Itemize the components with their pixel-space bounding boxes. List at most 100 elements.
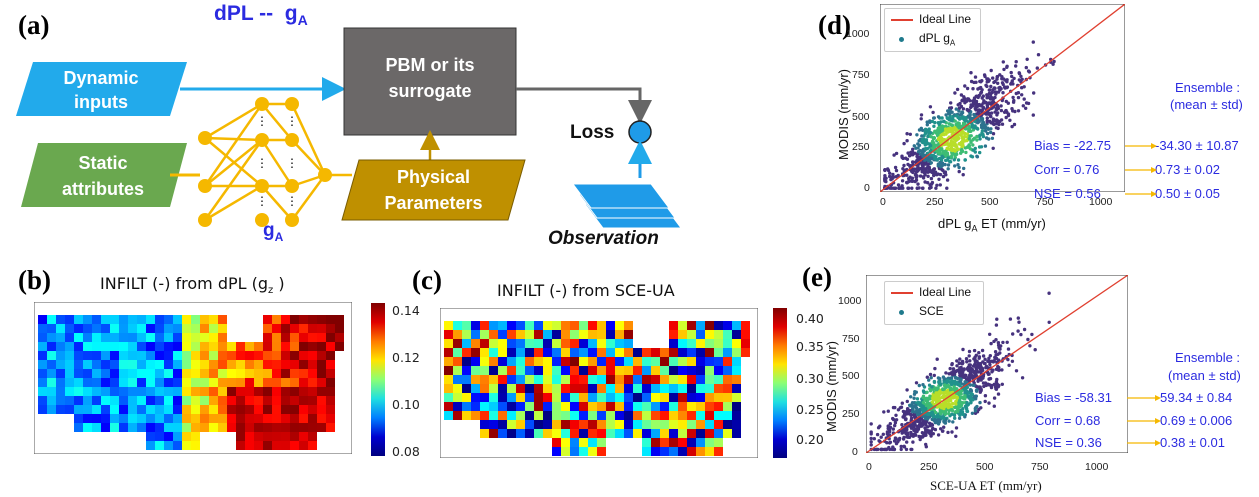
map-cell bbox=[579, 438, 588, 447]
scatter-point bbox=[886, 424, 890, 428]
ensemble-subtitle: (mean ± std) bbox=[1170, 97, 1243, 112]
map-cell bbox=[209, 369, 218, 378]
map-cell bbox=[552, 411, 561, 420]
scatter-point bbox=[965, 145, 970, 149]
scatter-point bbox=[951, 396, 956, 400]
scatter-point bbox=[930, 139, 935, 144]
scatter-point bbox=[938, 392, 942, 396]
scatter-point bbox=[892, 447, 897, 452]
panel-a-label: (a) bbox=[18, 10, 50, 40]
scatter-point bbox=[952, 158, 956, 162]
scatter-point bbox=[956, 158, 961, 162]
scatter-point bbox=[987, 359, 991, 363]
scatter-point bbox=[954, 410, 958, 414]
map-cell bbox=[137, 378, 146, 387]
map-cell bbox=[290, 315, 299, 324]
map-cell bbox=[254, 387, 263, 396]
scatter-point bbox=[933, 366, 937, 371]
scatter-point bbox=[990, 359, 994, 363]
scatter-point bbox=[994, 380, 999, 384]
corr-ensemble: 0.69 ± 0.006 bbox=[1160, 413, 1233, 428]
map-cell bbox=[624, 375, 633, 384]
scatter-point bbox=[989, 84, 993, 89]
map-cell bbox=[173, 396, 182, 405]
map-cell bbox=[38, 351, 47, 360]
nse-ensemble: 0.50 ± 0.05 bbox=[1155, 186, 1220, 201]
map-cell bbox=[146, 324, 155, 333]
scatter-point bbox=[979, 116, 984, 121]
map-cell bbox=[480, 339, 489, 348]
map-cell bbox=[570, 330, 579, 339]
scatter-point bbox=[927, 429, 931, 433]
scatter-point bbox=[881, 432, 885, 436]
map-cell bbox=[281, 324, 290, 333]
map-cell bbox=[714, 393, 723, 402]
map-cell bbox=[74, 351, 83, 360]
map-cell bbox=[164, 351, 173, 360]
map-cell bbox=[633, 384, 642, 393]
map-cell bbox=[651, 438, 660, 447]
map-cell bbox=[263, 351, 272, 360]
scatter-point bbox=[906, 186, 910, 190]
scatter-point bbox=[988, 332, 992, 336]
map-cell bbox=[209, 351, 218, 360]
x-tick: 250 bbox=[926, 196, 944, 208]
map-cell bbox=[173, 369, 182, 378]
map-cell bbox=[507, 321, 516, 330]
map-cell bbox=[705, 339, 714, 348]
scatter-point bbox=[1000, 368, 1004, 372]
scatter-point bbox=[909, 416, 914, 420]
cb-c-tick: 0.40 bbox=[796, 311, 824, 326]
scatter-point bbox=[942, 119, 946, 124]
map-cell bbox=[119, 369, 128, 378]
scatter-point bbox=[984, 112, 988, 116]
map-cell bbox=[83, 351, 92, 360]
map-cell bbox=[489, 321, 498, 330]
scatter-point bbox=[908, 404, 912, 408]
scatter-point bbox=[913, 410, 917, 414]
map-cell bbox=[597, 420, 606, 429]
map-cell bbox=[624, 420, 633, 429]
scatter-point bbox=[1000, 98, 1004, 103]
scatter-point bbox=[994, 356, 999, 361]
loss-node bbox=[628, 120, 652, 144]
scatter-point bbox=[964, 116, 968, 120]
map-cell bbox=[606, 357, 615, 366]
scatter-point bbox=[959, 151, 963, 155]
map-cell bbox=[525, 348, 534, 357]
scatter-point bbox=[926, 416, 930, 421]
scatter-point bbox=[927, 167, 931, 171]
map-cell bbox=[146, 387, 155, 396]
scatter-point bbox=[887, 441, 892, 445]
scatter-point bbox=[991, 146, 995, 150]
map-cell bbox=[597, 330, 606, 339]
scatter-point bbox=[917, 383, 921, 388]
scatter-point bbox=[1012, 76, 1016, 81]
scatter-point bbox=[963, 396, 967, 401]
map-cell bbox=[218, 315, 227, 324]
map-cell bbox=[453, 339, 462, 348]
map-cell bbox=[164, 423, 173, 432]
map-cell bbox=[543, 393, 552, 402]
map-cell bbox=[290, 351, 299, 360]
map-cell bbox=[660, 402, 669, 411]
map-cell bbox=[741, 348, 750, 357]
map-cell bbox=[444, 330, 453, 339]
scatter-point bbox=[953, 152, 957, 156]
scatter-point bbox=[969, 401, 973, 405]
map-cell bbox=[498, 321, 507, 330]
map-cell bbox=[579, 393, 588, 402]
map-cell bbox=[236, 360, 245, 369]
map-cell bbox=[155, 414, 164, 423]
scatter-point bbox=[990, 136, 995, 140]
y-tick: 0 bbox=[852, 446, 858, 458]
map-cell bbox=[83, 315, 92, 324]
bias-ensemble: -34.30 ± 10.87 bbox=[1155, 138, 1239, 153]
map-cell bbox=[723, 339, 732, 348]
map-cell bbox=[534, 402, 543, 411]
scatter-point bbox=[896, 183, 901, 187]
scatter-point bbox=[965, 409, 969, 413]
map-cell bbox=[642, 420, 651, 429]
map-cell bbox=[182, 405, 191, 414]
map-cell bbox=[65, 324, 74, 333]
